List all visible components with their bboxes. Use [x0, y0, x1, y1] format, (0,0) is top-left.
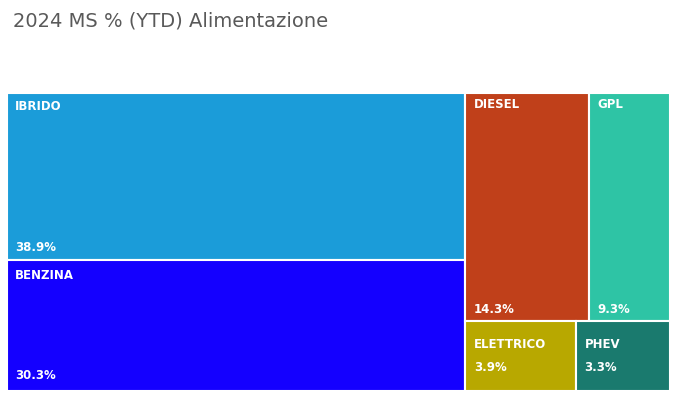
FancyBboxPatch shape	[7, 93, 466, 260]
FancyBboxPatch shape	[589, 93, 670, 322]
FancyBboxPatch shape	[466, 93, 589, 322]
Text: IBRIDO: IBRIDO	[15, 100, 62, 113]
Text: GPL: GPL	[598, 98, 624, 111]
Text: BENZINA: BENZINA	[15, 269, 74, 282]
Text: 9.3%: 9.3%	[598, 303, 631, 316]
Text: 2024 MS % (YTD) Alimentazione: 2024 MS % (YTD) Alimentazione	[13, 12, 328, 31]
Text: 3.3%: 3.3%	[585, 361, 617, 374]
Text: DIESEL: DIESEL	[474, 98, 520, 111]
Text: 14.3%: 14.3%	[474, 303, 515, 316]
Text: 30.3%: 30.3%	[15, 369, 56, 382]
Text: 3.9%: 3.9%	[474, 361, 507, 374]
FancyBboxPatch shape	[576, 322, 670, 391]
Text: PHEV: PHEV	[585, 338, 621, 351]
FancyBboxPatch shape	[7, 260, 466, 391]
FancyBboxPatch shape	[466, 322, 576, 391]
Text: ELETTRICO: ELETTRICO	[474, 338, 546, 351]
Text: 38.9%: 38.9%	[15, 241, 57, 254]
